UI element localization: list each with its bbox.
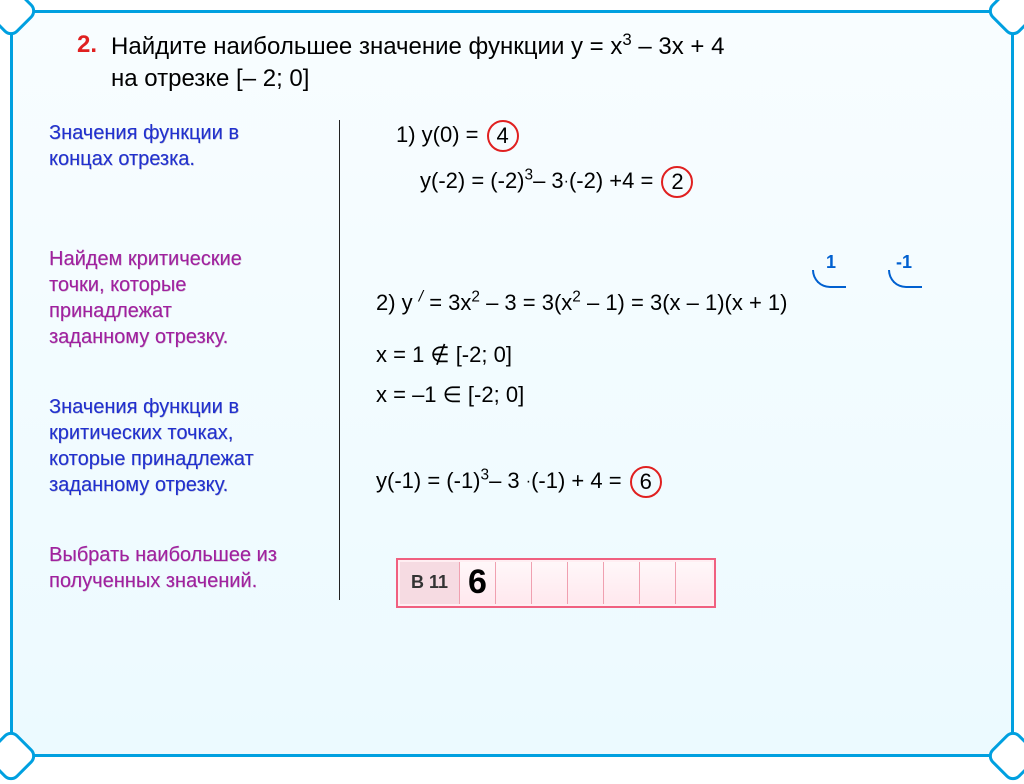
answer-empty-cell xyxy=(676,562,712,604)
exponent: 3 xyxy=(622,30,631,49)
root-arc-icon xyxy=(888,270,922,288)
step3-label: Значения функции в критических точках, к… xyxy=(49,394,319,498)
answer-grid: В 11 6 xyxy=(396,558,716,608)
problem-number: 2. xyxy=(77,31,97,96)
root-arc-icon xyxy=(812,270,846,288)
answer-row: В 11 6 xyxy=(376,558,975,608)
crit-point-neg1: x = –1 ∈ [-2; 0] xyxy=(376,382,975,408)
left-column: Значения функции в концах отрезка. Найде… xyxy=(49,120,339,638)
answer-value: 6 xyxy=(460,562,496,604)
eval-at-0: 1) y(0) = 4 xyxy=(396,120,975,152)
problem-line1a: Найдите наибольшее значение функции y = … xyxy=(111,33,622,60)
answer-empty-cell xyxy=(568,562,604,604)
answer-empty-cell xyxy=(532,562,568,604)
decorative-frame: 2. Найдите наибольшее значение функции y… xyxy=(10,10,1014,757)
right-column: 1) y(0) = 4 y(-2) = (-2)3– 3·(-2) +4 = 2… xyxy=(368,120,975,638)
problem-line2: на отрезке [– 2; 0] xyxy=(111,65,309,92)
answer-empty-cell xyxy=(604,562,640,604)
result-circle: 4 xyxy=(487,120,519,152)
columns: Значения функции в концах отрезка. Найде… xyxy=(49,120,975,638)
step1-label: Значения функции в концах отрезка. xyxy=(49,120,319,172)
result-circle: 2 xyxy=(661,166,693,198)
result-circle: 6 xyxy=(630,466,662,498)
column-divider xyxy=(339,120,340,600)
eval-at-neg2: y(-2) = (-2)3– 3·(-2) +4 = 2 xyxy=(420,166,975,198)
answer-empty-cell xyxy=(640,562,676,604)
step2-label: Найдем критические точки, которые принад… xyxy=(49,246,319,350)
derivative: 2) y / = 3x2 – 3 = 3(x2 – 1) = 3(x – 1)(… xyxy=(376,290,975,316)
slide-content: 2. Найдите наибольшее значение функции y… xyxy=(13,13,1011,754)
step4-label: Выбрать наибольшее из полученных значени… xyxy=(49,542,319,594)
problem-text: Найдите наибольшее значение функции y = … xyxy=(111,31,724,96)
answer-label: В 11 xyxy=(400,562,460,604)
problem-line1b: – 3x + 4 xyxy=(632,33,725,60)
eval-at-neg1: y(-1) = (-1)3– 3 ·(-1) + 4 = 6 xyxy=(376,466,975,498)
crit-point-1: x = 1 ∉ [-2; 0] xyxy=(376,342,975,368)
answer-empty-cell xyxy=(496,562,532,604)
problem-statement: 2. Найдите наибольшее значение функции y… xyxy=(77,31,975,96)
